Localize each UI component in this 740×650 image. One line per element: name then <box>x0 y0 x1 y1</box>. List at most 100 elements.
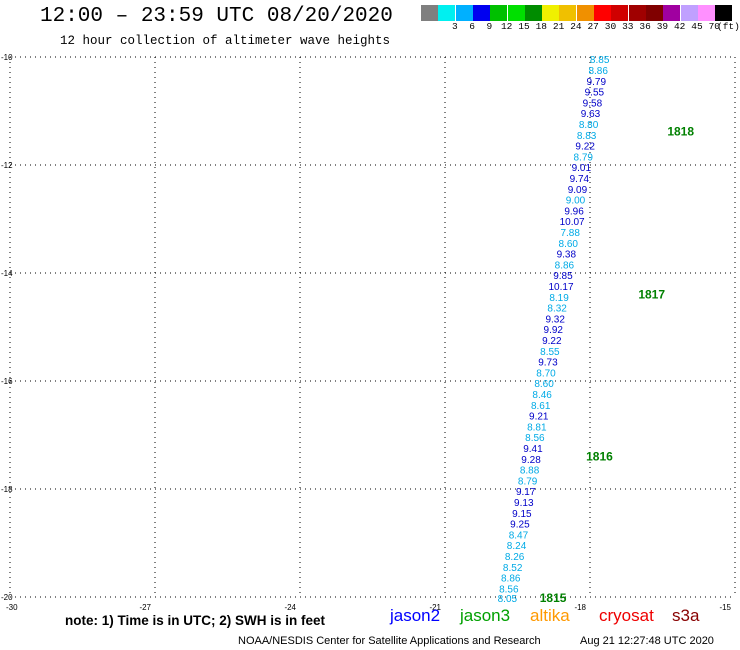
wave-height-value: 10.07 <box>560 217 585 228</box>
wave-height-value: 8.80 <box>579 120 599 131</box>
longitude-tick-label: -30 <box>6 603 18 612</box>
page-subtitle: 12 hour collection of altimeter wave hei… <box>60 34 391 48</box>
longitude-tick-label: -27 <box>139 603 151 612</box>
scale-label: 70 <box>708 21 720 32</box>
scale-swatch <box>490 5 508 21</box>
scale-swatch <box>594 5 611 21</box>
scale-label: 45 <box>691 21 703 32</box>
latitude-tick-label: -14 <box>1 269 13 278</box>
latitude-tick-label: -10 <box>1 53 13 62</box>
wave-height-value: 9.00 <box>566 196 586 207</box>
wave-height-value: 9.13 <box>514 498 534 509</box>
longitude-tick-label: -24 <box>284 603 296 612</box>
scale-label: 36 <box>639 21 651 32</box>
scale-swatch <box>542 5 560 21</box>
wave-height-value: 8.24 <box>507 541 527 552</box>
satellite-s3a-label: s3a <box>672 606 700 625</box>
scale-swatch <box>663 5 681 21</box>
wave-height-value: 8.32 <box>547 304 567 315</box>
wave-height-value: 8.88 <box>520 466 540 477</box>
scale-swatch <box>455 5 473 21</box>
credit-line: NOAA/NESDIS Center for Satellite Applica… <box>238 635 541 647</box>
generation-timestamp: Aug 21 12:27:48 UTC 2020 <box>580 635 714 647</box>
scale-label: 6 <box>469 21 475 32</box>
pass-time-label: 1818 <box>667 125 694 139</box>
scale-unit-label: (ft) <box>717 21 740 32</box>
longitude-tick-label: -18 <box>574 603 586 612</box>
wave-height-value: 8.83 <box>577 131 597 142</box>
wave-height-value: 8.56 <box>525 433 545 444</box>
wave-height-value: 9.22 <box>542 336 562 347</box>
satellite-jason2-label: jason2 <box>390 606 441 625</box>
wave-height-value: 10.17 <box>548 282 573 293</box>
scale-label: 30 <box>604 21 617 32</box>
wave-height-value: 9.01 <box>572 163 592 174</box>
wave-height-value: 9.09 <box>568 185 588 196</box>
wave-height-value: 9.22 <box>575 142 595 153</box>
wave-height-value: 9.74 <box>570 174 590 185</box>
wave-height-value: 8.55 <box>540 347 560 358</box>
wave-height-value: 9.58 <box>583 98 603 109</box>
wave-height-value: 8.81 <box>527 422 547 433</box>
wave-height-value: 7.88 <box>560 228 580 239</box>
scale-label: 12 <box>500 21 513 32</box>
scale-swatch <box>628 5 646 21</box>
scale-swatch <box>680 5 698 21</box>
wave-height-value: 9.17 <box>516 487 536 498</box>
scale-swatch <box>472 5 490 21</box>
wave-height-value: 9.32 <box>545 314 565 325</box>
pass-time-label: 1815 <box>540 591 567 605</box>
wave-height-value: 8.26 <box>505 552 525 563</box>
wave-height-value: 8.61 <box>531 401 551 412</box>
scale-swatch <box>611 5 629 21</box>
wave-height-value: 8.47 <box>509 530 529 541</box>
longitude-tick-label: -15 <box>719 603 731 612</box>
scale-label: 39 <box>656 21 669 32</box>
units-note: note: 1) Time is in UTC; 2) SWH is in fe… <box>65 613 326 628</box>
scale-swatch <box>507 5 525 21</box>
wave-height-value: 8.86 <box>501 574 521 585</box>
wave-height-value: 8.60 <box>534 379 554 390</box>
scale-swatch <box>524 5 542 21</box>
latitude-tick-label: -16 <box>1 377 13 386</box>
wave-height-value: 9.25 <box>510 520 530 531</box>
wave-height-value: 9.21 <box>529 412 549 423</box>
scale-swatch <box>715 5 733 21</box>
scale-label: 18 <box>535 21 547 32</box>
scale-swatch <box>559 5 577 21</box>
wave-height-value: 8.60 <box>559 239 579 250</box>
wave-height-value: 8.52 <box>503 563 523 574</box>
wave-height-value: 8.70 <box>536 368 556 379</box>
wave-height-value: 8.05 <box>498 594 518 605</box>
scale-label: 15 <box>518 21 530 32</box>
wave-height-value: 9.79 <box>587 77 607 88</box>
wave-height-value: 8.46 <box>532 390 552 401</box>
wave-height-value: 9.38 <box>557 250 577 261</box>
pass-time-label: 1816 <box>586 450 613 464</box>
scale-label: 9 <box>486 21 493 32</box>
wave-height-value: 8.79 <box>573 152 593 163</box>
scale-swatch <box>438 5 456 21</box>
wave-height-value: 8.86 <box>555 260 575 271</box>
wave-height-value: 9.96 <box>564 206 584 217</box>
latitude-tick-label: -12 <box>1 161 13 170</box>
wave-height-value: 9.63 <box>581 109 601 120</box>
wave-height-value: 8.85 <box>590 55 610 66</box>
scale-swatch <box>697 5 715 21</box>
scale-label: 33 <box>622 21 634 32</box>
wave-height-value: 9.28 <box>521 455 541 466</box>
scale-label: 3 <box>451 21 458 32</box>
latitude-tick-label: -20 <box>1 593 13 602</box>
scale-label: 21 <box>552 21 565 32</box>
wave-height-value: 8.86 <box>588 66 608 77</box>
satellite-jason3-label: jason3 <box>460 606 511 625</box>
wave-height-value: 8.19 <box>549 293 569 304</box>
wave-height-value: 9.73 <box>538 358 558 369</box>
page-title: 12:00 – 23:59 UTC 08/20/2020 <box>40 5 393 28</box>
wave-height-value: 8.79 <box>518 476 538 487</box>
scale-swatch <box>576 5 594 21</box>
wave-height-value: 9.92 <box>544 325 564 336</box>
scale-swatch <box>645 5 663 21</box>
satellite-cryosat-label: cryosat <box>599 606 654 625</box>
